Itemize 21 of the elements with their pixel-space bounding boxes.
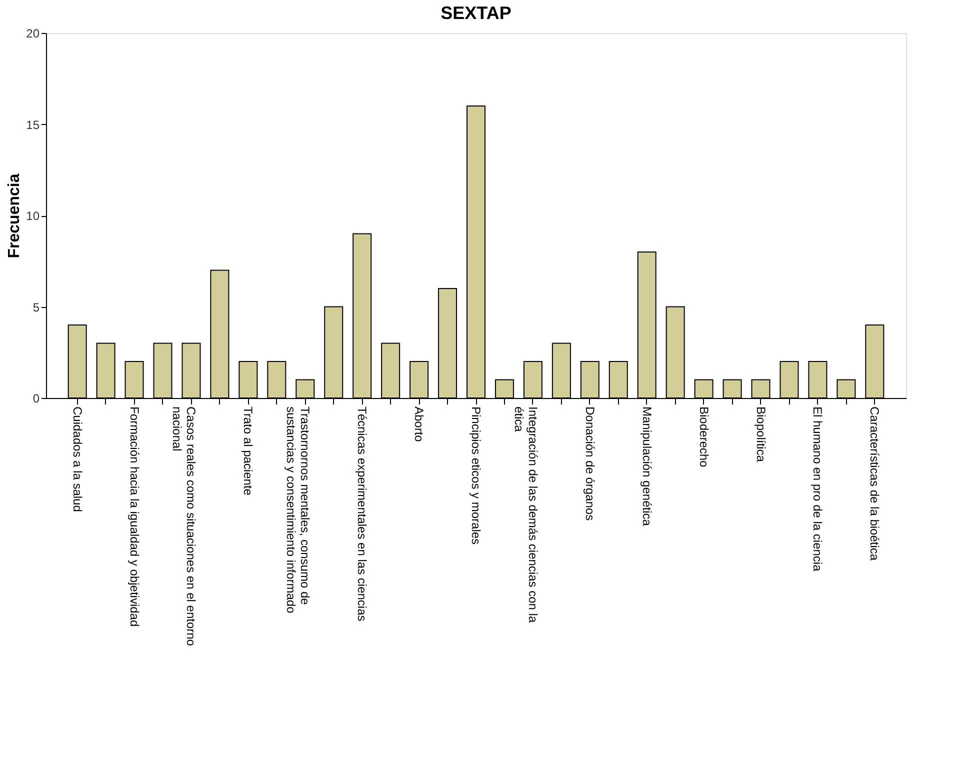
- x-tick-label: Formación hacia la igualdad y objetividad: [127, 406, 142, 627]
- x-tick-label: Características de la bioética: [868, 406, 882, 561]
- x-tick-label: Aborto: [412, 406, 426, 442]
- x-tick-label: Casos reales como situaciones en el entorno nacional: [170, 406, 198, 646]
- chart-title: SEXTAP: [440, 3, 512, 23]
- x-tick-label: Integración de las demás ciencias con la ética: [512, 406, 540, 623]
- x-tick-label: Manipulación genética: [640, 406, 654, 526]
- y-tick-label: 0: [32, 392, 40, 406]
- y-tick-label: 5: [32, 300, 40, 314]
- y-tick-label: 15: [26, 118, 40, 132]
- y-tick-label: 10: [26, 209, 40, 223]
- x-tick-label: Bioderecho: [696, 406, 711, 468]
- y-axis-title: Frecuencia: [6, 174, 24, 258]
- x-tick-label: Biopolítica: [754, 406, 768, 462]
- x-tick-label: Cuidados a la salud: [70, 406, 84, 512]
- y-tick-label: 20: [26, 26, 40, 40]
- x-tick-label: Donación de órganos: [582, 406, 597, 521]
- x-tick-label: Técnicas experimentales en las ciencias: [355, 406, 370, 622]
- x-tick-label: Trato al paciente: [241, 406, 256, 496]
- x-tick-label: Pincipios eticos y morales: [469, 406, 483, 545]
- x-tick-label: El humano en pro de la ciencia: [810, 406, 825, 572]
